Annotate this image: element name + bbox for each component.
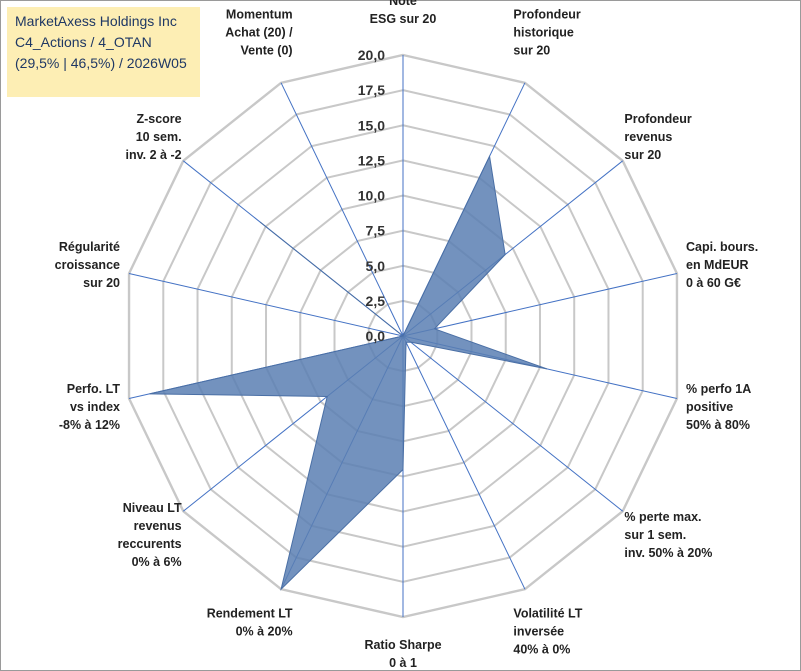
axis-spoke (402, 335, 624, 512)
tick-label: 5,0 (366, 258, 386, 274)
axis-label-line: Régularité (59, 240, 120, 254)
tick-label: 15,0 (358, 117, 385, 133)
tick-label: 12,5 (358, 152, 385, 168)
axis-label-line: 50% à 80% (686, 418, 750, 432)
axis-label-line: inv. 50% à 20% (624, 546, 712, 560)
data-layer (149, 154, 547, 591)
axis-label-line: 40% à 0% (513, 642, 570, 656)
axis-label-13: Momentum Achat (20) / Vente (0) (225, 8, 293, 58)
axis-label-line: -8% à 12% (59, 418, 120, 432)
axis-spoke (402, 335, 526, 590)
axis-label-1: Profondeur historique sur 20 (513, 8, 580, 58)
tick-label: 20,0 (358, 47, 385, 63)
axis-label-10: Perfo. LT vs index -8% à 12% (59, 382, 121, 432)
axis-label-4: % perfo 1A positive 50% à 80% (686, 382, 751, 432)
axis-label-line: % perfo 1A (686, 382, 751, 396)
axis-label-0: Note ESG sur 20 (370, 0, 437, 26)
tick-label: 7,5 (366, 223, 386, 239)
axis-label-line: Profondeur (624, 112, 691, 126)
axis-label-line: Note (389, 0, 417, 8)
tick-label: 2,5 (366, 293, 386, 309)
portfolio-label: C4_Actions / 4_OTAN (15, 34, 152, 50)
axis-label-line: sur 1 sem. (624, 528, 686, 542)
axis-label-line: Volatilité LT (513, 606, 582, 620)
axis-label-line: Capi. bours. (686, 240, 758, 254)
tick-label: 0,0 (366, 328, 386, 344)
axis-label-line: revenus (624, 130, 672, 144)
info-box: MarketAxess Holdings Inc C4_Actions / 4_… (7, 7, 200, 97)
axis-label-6: Volatilité LT inversée 40% à 0% (513, 606, 582, 656)
axis-label-line: Rendement LT (207, 606, 293, 620)
axis-label-line: en MdEUR (686, 258, 749, 272)
axis-label-line: croissance (55, 258, 120, 272)
axis-spoke (128, 272, 404, 337)
axis-spoke (402, 272, 678, 337)
axis-label-line: sur 20 (513, 44, 550, 58)
axis-label-3: Capi. bours. en MdEUR 0 à 60 G€ (686, 240, 758, 290)
period-label: (29,5% | 46,5%) / 2026W05 (15, 55, 187, 71)
axis-spoke (280, 82, 404, 337)
axis-label-line: Niveau LT (123, 501, 182, 515)
axis-label-line: Z-score (136, 112, 181, 126)
axis-label-line: Momentum (226, 8, 293, 22)
axis-label-line: 0% à 20% (236, 624, 293, 638)
tick-label: 10,0 (358, 188, 385, 204)
axis-label-line: Profondeur (513, 8, 580, 22)
company-name: MarketAxess Holdings Inc (15, 13, 177, 29)
tick-layer: 0,0 2,5 5,0 7,5 10,0 12,5 15,0 17,5 20,0 (358, 47, 385, 344)
axis-label-line: 10 sem. (136, 130, 182, 144)
axis-label-line: inversée (513, 624, 564, 638)
axis-label-line: positive (686, 400, 733, 414)
axis-label-line: Achat (20) / (225, 26, 293, 40)
axis-label-line: ESG sur 20 (370, 12, 437, 26)
tick-label: 17,5 (358, 82, 385, 98)
axis-label-line: % perte max. (624, 510, 701, 524)
data-series-area (149, 154, 547, 591)
axis-label-line: Vente (0) (240, 44, 292, 58)
axis-label-line: Perfo. LT (67, 382, 121, 396)
label-layer: Note ESG sur 20 Profondeur historique sur 20… (55, 0, 759, 670)
axis-label-line: revenus (134, 519, 182, 533)
axis-label-7: Ratio Sharpe 0 à 1 (364, 638, 441, 670)
axis-label-5: % perte max. sur 1 sem. inv. 50% à 20% (624, 510, 712, 560)
axis-label-9: Niveau LT revenus reccurents 0% à 6% (118, 501, 182, 569)
axis-label-line: sur 20 (624, 148, 661, 162)
axis-label-2: Profondeur revenus sur 20 (624, 112, 691, 162)
axis-label-11: Régularité croissance sur 20 (55, 240, 120, 290)
axis-label-line: 0 à 1 (389, 656, 417, 670)
axis-label-line: inv. 2 à -2 (126, 148, 182, 162)
axis-label-line: 0 à 60 G€ (686, 276, 741, 290)
axis-label-line: sur 20 (83, 276, 120, 290)
axis-label-line: 0% à 6% (132, 555, 182, 569)
axis-label-line: historique (513, 26, 573, 40)
axis-label-line: reccurents (118, 537, 182, 551)
axis-label-line: vs index (70, 400, 120, 414)
axis-label-12: Z-score 10 sem. inv. 2 à -2 (126, 112, 182, 162)
axis-label-line: Ratio Sharpe (364, 638, 441, 652)
axis-label-8: Rendement LT 0% à 20% (207, 606, 293, 638)
